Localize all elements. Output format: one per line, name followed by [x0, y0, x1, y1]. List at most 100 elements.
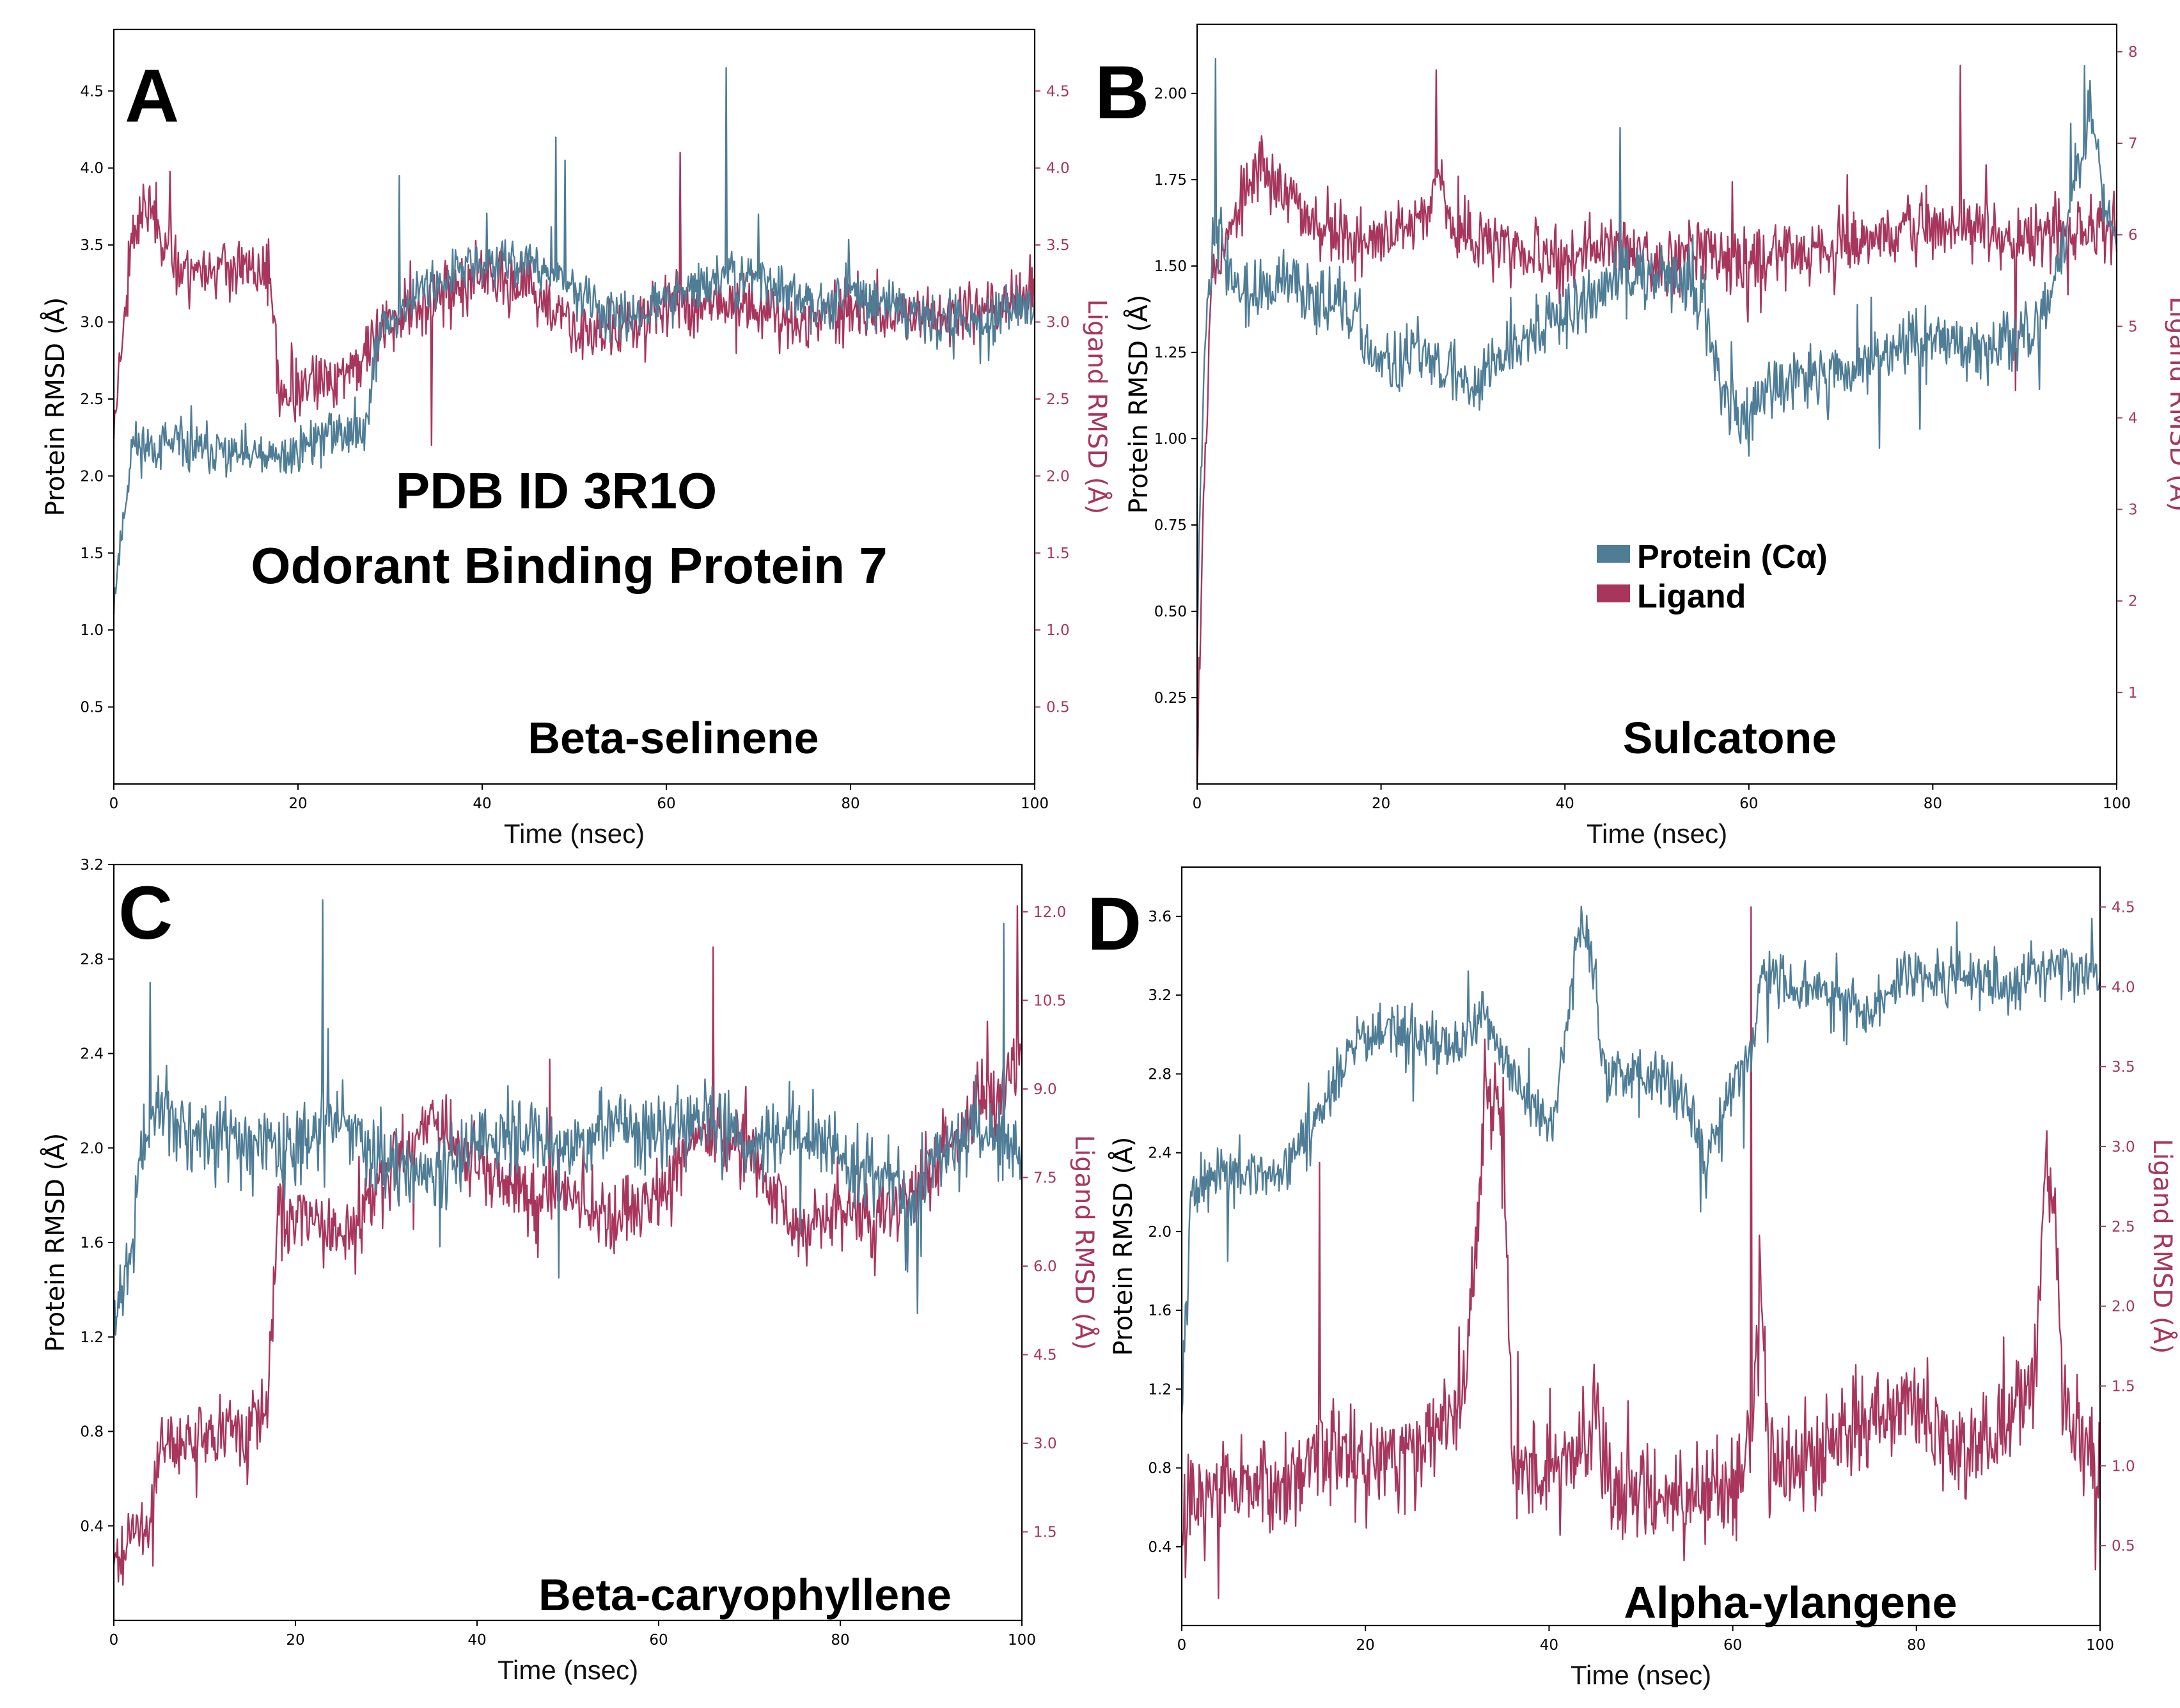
y-right-axis-title: Ligand RMSD (Å): [2164, 297, 2180, 512]
y-left-tick-label: 1.00: [1154, 431, 1187, 448]
y-right-tick-label: 7.5: [1033, 1170, 1057, 1186]
y-left-axis-title: Protein RMSD (Å): [1108, 1137, 1138, 1356]
x-tick-label: 40: [1540, 1637, 1558, 1654]
y-right-tick-label: 3.0: [2112, 1139, 2135, 1156]
y-left-tick-label: 0.5: [80, 700, 104, 716]
panel-d-label: D: [1087, 882, 1141, 966]
y-left-tick-label: 3.2: [80, 857, 104, 874]
panel-d-compound: Alpha-ylangene: [1624, 1578, 1957, 1627]
series-line-protein: [1180, 905, 2101, 1415]
y-left-tick-label: 1.2: [80, 1329, 104, 1346]
x-tick-label: 20: [288, 795, 307, 812]
y-right-axis-title: Ligand RMSD (Å): [1082, 299, 1113, 515]
x-tick-label: 60: [1739, 795, 1758, 812]
y-left-tick-label: 2.0: [1148, 1224, 1172, 1241]
panel-c-compound: Beta-caryophyllene: [538, 1570, 952, 1620]
y-right-tick-label: 0.5: [2112, 1538, 2135, 1555]
y-right-tick-label: 12.0: [1033, 904, 1066, 921]
y-left-tick-label: 1.2: [1148, 1381, 1172, 1398]
y-right-axis-title: Ligand RMSD (Å): [2147, 1139, 2178, 1354]
x-tick-label: 60: [649, 1632, 668, 1649]
plot-frame: [1180, 866, 2101, 1627]
series-line-ligand: [1180, 906, 2101, 1599]
x-tick-label: 0: [1177, 1637, 1187, 1654]
plot-frame: [1196, 23, 2118, 785]
y-left-tick-label: 0.75: [1154, 517, 1187, 534]
y-left-tick-label: 2.00: [1154, 86, 1187, 102]
y-right-tick-label: 2.5: [1046, 391, 1070, 408]
y-right-tick-label: 1.5: [1033, 1524, 1057, 1540]
series-line-ligand: [113, 905, 1023, 1586]
y-right-tick-label: 4.5: [1046, 83, 1070, 100]
y-right-tick-label: 0.5: [1046, 700, 1070, 716]
x-tick-label: 0: [1193, 795, 1202, 812]
y-left-tick-label: 0.4: [1148, 1539, 1172, 1556]
y-left-tick-label: 1.6: [80, 1235, 104, 1251]
y-left-tick-label: 1.50: [1154, 258, 1187, 275]
panel-c-label: C: [118, 871, 173, 955]
panel-d-plot: 0 20 40 60 80 100 0.4 0.8 1.2 1.6 2.0 2.4 2.8 3.2 3.6 0…: [1108, 866, 2178, 1690]
y-left-tick-label: 3.6: [1148, 909, 1172, 925]
y-left-tick-label: 1.6: [1148, 1303, 1172, 1319]
y-right-tick-label: 9.0: [1033, 1081, 1057, 1098]
annotation-line2: Odorant Binding Protein 7: [251, 537, 888, 594]
panel-b-compound: Sulcatone: [1623, 713, 1837, 763]
x-tick-label: 0: [109, 795, 119, 812]
series-line-ligand: [1196, 65, 2118, 783]
panel-d: 0 20 40 60 80 100 0.4 0.8 1.2 1.6 2.0 2.4 2.8 3.2 3.6 0…: [1087, 866, 2178, 1690]
x-tick-label: 100: [1021, 795, 1049, 812]
y-left-tick-label: 0.25: [1154, 690, 1187, 707]
panel-b-plot: 0 20 40 60 80 100 0.25 0.50 0.75 1.00 1.25 1.50 1.75…: [1123, 23, 2180, 849]
panel-a: 0 20 40 60 80 100 0.5 1.0 1.5 2.0 2.5 3.0 3.5 4.0 4.5 0…: [40, 28, 1113, 849]
legend: Protein (Cα) Ligand: [1597, 538, 1828, 615]
y-left-tick-label: 4.0: [80, 161, 104, 177]
y-right-tick-label: 2: [2128, 593, 2138, 610]
plot-frame: [113, 28, 1036, 785]
y-right-tick-label: 3.5: [1046, 237, 1070, 254]
y-right-tick-label: 1.0: [1046, 622, 1070, 639]
panel-c-plot: 0 20 40 60 80 100 0.4 0.8 1.2 1.6 2.0 2.4 2.8 3.2 1.5 3…: [40, 857, 1100, 1685]
y-right-axis-title: Ligand RMSD (Å): [1069, 1135, 1100, 1351]
y-right-tick-label: 4.0: [2112, 979, 2135, 996]
panel-b: 0 20 40 60 80 100 0.25 0.50 0.75 1.00 1.25 1.50 1.75…: [1095, 23, 2180, 849]
y-right-tick-label: 7: [2128, 136, 2138, 152]
y-left-tick-label: 0.50: [1154, 604, 1187, 620]
series-line-protein: [113, 899, 1023, 1340]
y-left-tick-label: 2.4: [1148, 1145, 1172, 1162]
y-right-tick-label: 3.0: [1046, 315, 1070, 331]
x-tick-label: 80: [1924, 795, 1942, 812]
y-left-axis-title: Protein RMSD (Å): [40, 1133, 70, 1352]
y-left-tick-label: 3.0: [80, 315, 104, 331]
y-left-axis-title: Protein RMSD (Å): [1123, 295, 1154, 514]
x-tick-label: 80: [1907, 1637, 1925, 1654]
y-left-tick-label: 3.2: [1148, 987, 1172, 1004]
legend-protein-label: Protein (Cα): [1637, 538, 1828, 576]
x-tick-label: 40: [467, 1632, 486, 1649]
x-tick-label: 60: [1723, 1637, 1742, 1654]
y-left-tick-label: 2.8: [1148, 1066, 1172, 1083]
y-left-tick-label: 1.25: [1154, 345, 1187, 361]
y-left-tick-label: 0.8: [80, 1424, 104, 1441]
x-tick-label: 100: [2086, 1637, 2114, 1654]
y-left-tick-label: 1.0: [80, 622, 104, 639]
y-left-tick-label: 2.8: [80, 952, 104, 968]
annotation-line1: PDB ID 3R1O: [396, 462, 717, 519]
x-axis-title: Time (nsec): [1587, 819, 1727, 849]
y-right-tick-label: 2.5: [2112, 1219, 2135, 1235]
y-right-tick-label: 2.0: [2112, 1299, 2135, 1315]
y-right-tick-label: 5: [2128, 318, 2138, 335]
y-left-tick-label: 4.5: [80, 83, 104, 100]
legend-ligand-swatch: [1597, 584, 1630, 602]
x-tick-label: 20: [286, 1632, 304, 1649]
y-right-tick-label: 1.5: [2112, 1378, 2135, 1395]
panel-c: 0 20 40 60 80 100 0.4 0.8 1.2 1.6 2.0 2.4 2.8 3.2 1.5 3…: [40, 857, 1100, 1685]
y-left-tick-label: 2.5: [80, 391, 104, 408]
panel-a-compound: Beta-selinene: [528, 713, 819, 763]
y-left-axis-title: Protein RMSD (Å): [40, 297, 70, 517]
y-right-tick-label: 3.0: [1033, 1436, 1057, 1452]
y-left-tick-label: 0.8: [1148, 1461, 1172, 1477]
panel-a-plot: 0 20 40 60 80 100 0.5 1.0 1.5 2.0 2.5 3.0 3.5 4.0 4.5 0…: [40, 28, 1113, 849]
panel-b-label: B: [1095, 51, 1149, 135]
y-left-tick-label: 1.75: [1154, 172, 1187, 189]
